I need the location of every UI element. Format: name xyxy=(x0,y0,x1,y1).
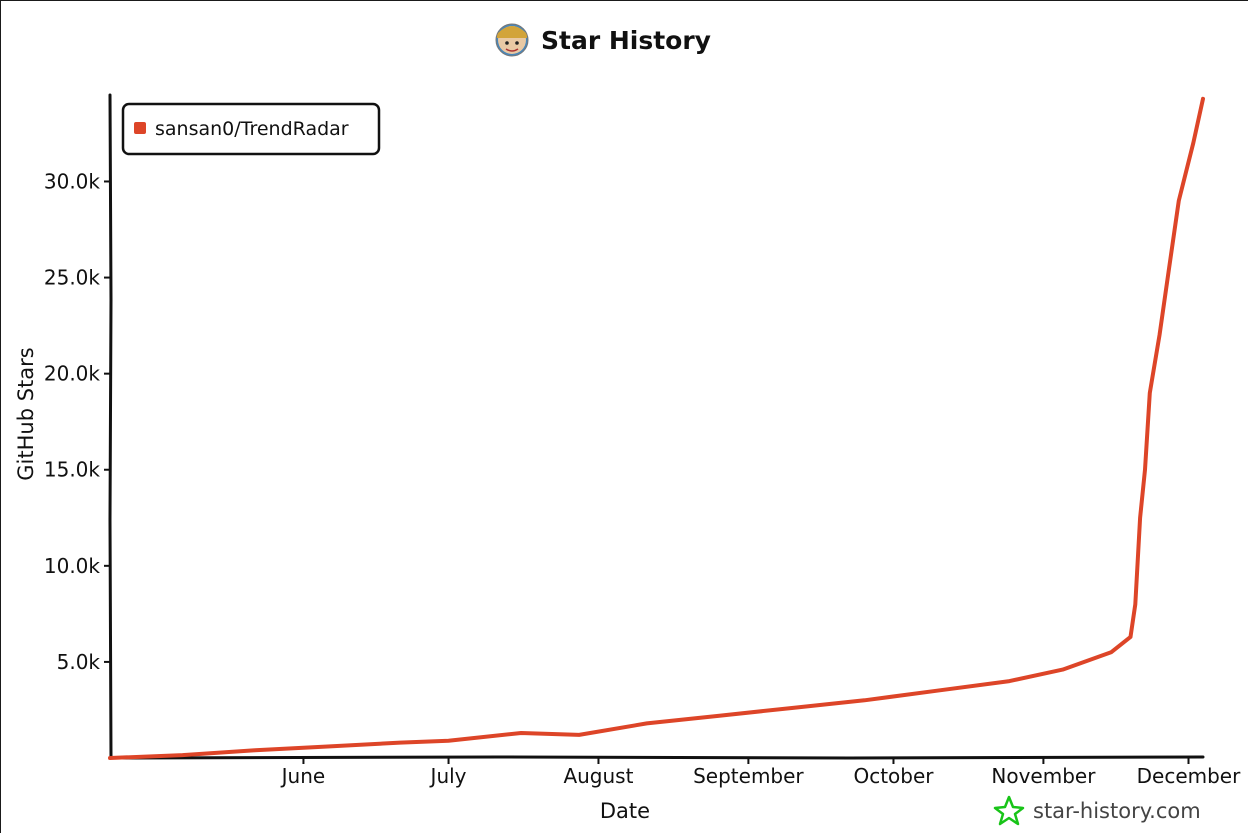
x-tick-label: October xyxy=(853,764,934,788)
series-line xyxy=(108,96,1205,760)
y-tick-label: 30.0k xyxy=(44,169,101,193)
x-tick-label: August xyxy=(563,764,633,788)
y-tick-label: 15.0k xyxy=(44,458,101,482)
y-axis-line xyxy=(108,93,113,760)
chart-title-group: Star History xyxy=(495,23,711,57)
y-tick-label: 5.0k xyxy=(57,650,101,674)
y-ticks: 5.0k 10.0k 15.0k 20.0k 25.0k 30.0k xyxy=(44,169,110,674)
x-tick-label: September xyxy=(693,764,804,788)
star-history-logo-icon xyxy=(993,795,1025,826)
watermark[interactable]: star-history.com xyxy=(993,795,1201,826)
x-tick-label: June xyxy=(280,764,326,788)
x-axis-line xyxy=(108,755,1205,760)
chart-title: Star History xyxy=(541,26,711,55)
legend: sansan0/TrendRadar xyxy=(121,102,381,156)
x-tick-label: November xyxy=(991,764,1096,788)
avatar xyxy=(495,23,529,57)
legend-box xyxy=(121,102,381,156)
y-tick-label: 10.0k xyxy=(44,554,101,578)
y-axis-title: GitHub Stars xyxy=(14,347,38,480)
x-ticks: June July August September October November De… xyxy=(280,758,1241,788)
series-layer xyxy=(108,96,1205,760)
x-tick-label: July xyxy=(429,764,467,788)
y-tick-label: 25.0k xyxy=(44,266,101,290)
x-tick-label: December xyxy=(1137,764,1241,788)
legend-label: sansan0/TrendRadar xyxy=(155,118,349,140)
y-tick-label: 20.0k xyxy=(44,362,101,386)
legend-swatch xyxy=(134,122,146,134)
x-axis-title: Date xyxy=(600,799,650,823)
chart-axes xyxy=(108,93,1205,760)
watermark-text[interactable]: star-history.com xyxy=(1033,799,1201,823)
